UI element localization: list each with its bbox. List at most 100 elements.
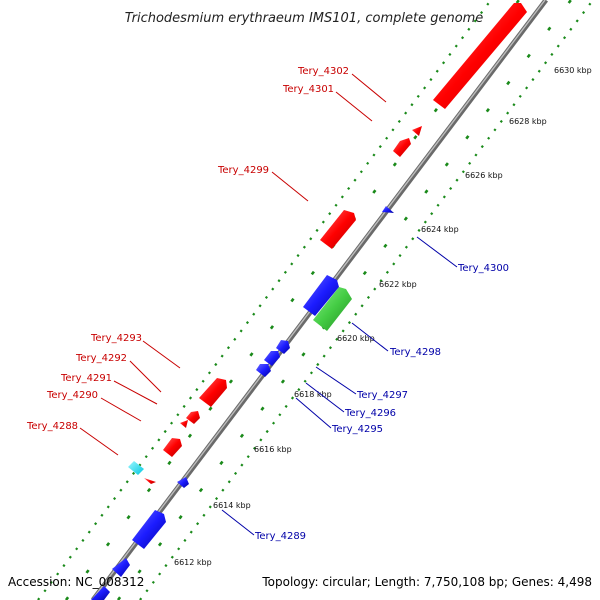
track-tick bbox=[360, 304, 364, 308]
track-tick bbox=[315, 228, 319, 232]
gene-label-tery-4300[interactable]: Tery_4300 bbox=[457, 263, 509, 274]
track-tick bbox=[302, 245, 306, 249]
track-tick bbox=[518, 94, 522, 98]
track-tick bbox=[189, 530, 193, 534]
track-tick bbox=[278, 413, 282, 417]
track-tick bbox=[62, 564, 66, 568]
gene-feature-tery-4288[interactable] bbox=[144, 478, 156, 484]
track-tick bbox=[208, 505, 212, 509]
track-tick bbox=[322, 354, 326, 358]
track-tick bbox=[264, 295, 268, 299]
track-tick bbox=[301, 352, 306, 357]
track-tick bbox=[448, 52, 452, 56]
track-tick bbox=[239, 329, 243, 333]
track-tick bbox=[487, 136, 491, 140]
gene-label-tery-4296[interactable]: Tery_4296 bbox=[344, 408, 396, 419]
gene-label-tery-4295[interactable]: Tery_4295 bbox=[331, 424, 383, 435]
track-tick bbox=[105, 542, 111, 547]
track-tick bbox=[531, 78, 535, 82]
gene-feature-tery-4300[interactable] bbox=[382, 206, 394, 213]
track-tick bbox=[151, 446, 155, 450]
gene-feature-tery-4296[interactable] bbox=[264, 351, 280, 366]
track-tick bbox=[246, 455, 250, 459]
gene-label-tery-4299[interactable]: Tery_4299 bbox=[217, 165, 269, 176]
gene-feature-tery-4297[interactable] bbox=[276, 340, 290, 354]
track-tick bbox=[454, 44, 458, 48]
track-tick bbox=[486, 2, 490, 6]
track-tick bbox=[385, 270, 389, 274]
track-tick bbox=[106, 505, 110, 509]
gene-feature-tery-4298[interactable] bbox=[303, 275, 339, 316]
track-tick bbox=[563, 36, 567, 40]
track-tick bbox=[219, 460, 224, 466]
track-tick bbox=[378, 145, 382, 149]
track-tick bbox=[430, 212, 434, 216]
gene-feature-tery-4295[interactable] bbox=[256, 364, 271, 377]
gene-feature-tery-4289a[interactable] bbox=[177, 477, 189, 488]
track-tick bbox=[157, 438, 161, 442]
track-tick bbox=[413, 135, 418, 140]
track-tick bbox=[233, 337, 237, 341]
gene-feature-bottom[interactable] bbox=[91, 586, 110, 600]
track-tick bbox=[449, 186, 453, 191]
track-tick bbox=[468, 161, 472, 165]
track-tick bbox=[379, 279, 383, 283]
track-tick bbox=[392, 162, 397, 167]
track-tick bbox=[163, 429, 167, 434]
track-tick bbox=[567, 0, 572, 4]
track-tick bbox=[525, 86, 529, 90]
track-tick bbox=[362, 270, 367, 276]
track-tick bbox=[137, 569, 142, 574]
track-tick bbox=[297, 388, 301, 392]
track-tick bbox=[187, 433, 193, 438]
gene-label-tery-4301[interactable]: Tery_4301 bbox=[282, 84, 334, 95]
misc-feature[interactable] bbox=[128, 461, 144, 475]
gene-label-tery-4291[interactable]: Tery_4291 bbox=[60, 373, 112, 384]
track-tick bbox=[290, 396, 295, 400]
track-tick bbox=[569, 27, 573, 31]
track-tick bbox=[170, 555, 174, 559]
track-tick bbox=[442, 61, 446, 65]
track-tick bbox=[328, 212, 332, 216]
reverse-gene-callouts bbox=[221, 236, 458, 536]
kbp-label: 6616 kbp bbox=[254, 445, 292, 454]
gene-feature-tery-4301[interactable] bbox=[412, 126, 422, 136]
track-tick bbox=[372, 153, 376, 157]
gene-label-tery-4290[interactable]: Tery_4290 bbox=[46, 390, 98, 401]
gene-feature-tery-4289[interactable] bbox=[132, 510, 166, 549]
gene-label-tery-4302[interactable]: Tery_4302 bbox=[297, 66, 349, 77]
gene-label-tery-4298[interactable]: Tery_4298 bbox=[389, 347, 441, 358]
track-tick bbox=[195, 388, 199, 392]
rna-feature-green[interactable] bbox=[313, 287, 352, 331]
gene-feature-tery-4290[interactable] bbox=[163, 438, 182, 457]
gene-feature-tery-4291[interactable] bbox=[180, 420, 188, 428]
gene-label-tery-4292[interactable]: Tery_4292 bbox=[75, 353, 127, 364]
track-tick bbox=[296, 254, 300, 258]
gene-feature-tery-4299[interactable] bbox=[320, 210, 356, 249]
gene-feature-tery-4302[interactable] bbox=[433, 3, 527, 109]
accession-text: Accession: NC_008312 bbox=[8, 575, 144, 589]
track-tick bbox=[272, 421, 276, 425]
track-tick bbox=[182, 404, 186, 408]
track-tick bbox=[433, 108, 438, 113]
gene-label-tery-4297[interactable]: Tery_4297 bbox=[356, 390, 408, 401]
gene-feature-tery-4292[interactable] bbox=[186, 411, 200, 424]
track-tick bbox=[269, 325, 275, 330]
genome-summary-text: Topology: circular; Length: 7,750,108 bp… bbox=[261, 575, 592, 589]
track-tick bbox=[436, 203, 440, 207]
gene-label-tery-4288[interactable]: Tery_4288 bbox=[26, 421, 78, 432]
gene-feature-tery-4293[interactable] bbox=[199, 378, 227, 407]
track-tick bbox=[245, 321, 249, 325]
gene-feature-tery-4301b[interactable] bbox=[393, 138, 411, 157]
track-tick bbox=[158, 572, 162, 576]
gene-label-tery-4289[interactable]: Tery_4289 bbox=[254, 531, 306, 542]
track-tick bbox=[442, 195, 446, 199]
gene-label-tery-4293[interactable]: Tery_4293 bbox=[90, 333, 142, 344]
track-tick bbox=[328, 346, 332, 350]
track-tick bbox=[85, 569, 90, 574]
gene-feature-tery-4287[interactable] bbox=[112, 558, 130, 577]
track-tick bbox=[220, 354, 224, 358]
track-tick bbox=[310, 270, 315, 276]
track-tick bbox=[87, 530, 91, 534]
track-tick bbox=[316, 362, 320, 367]
